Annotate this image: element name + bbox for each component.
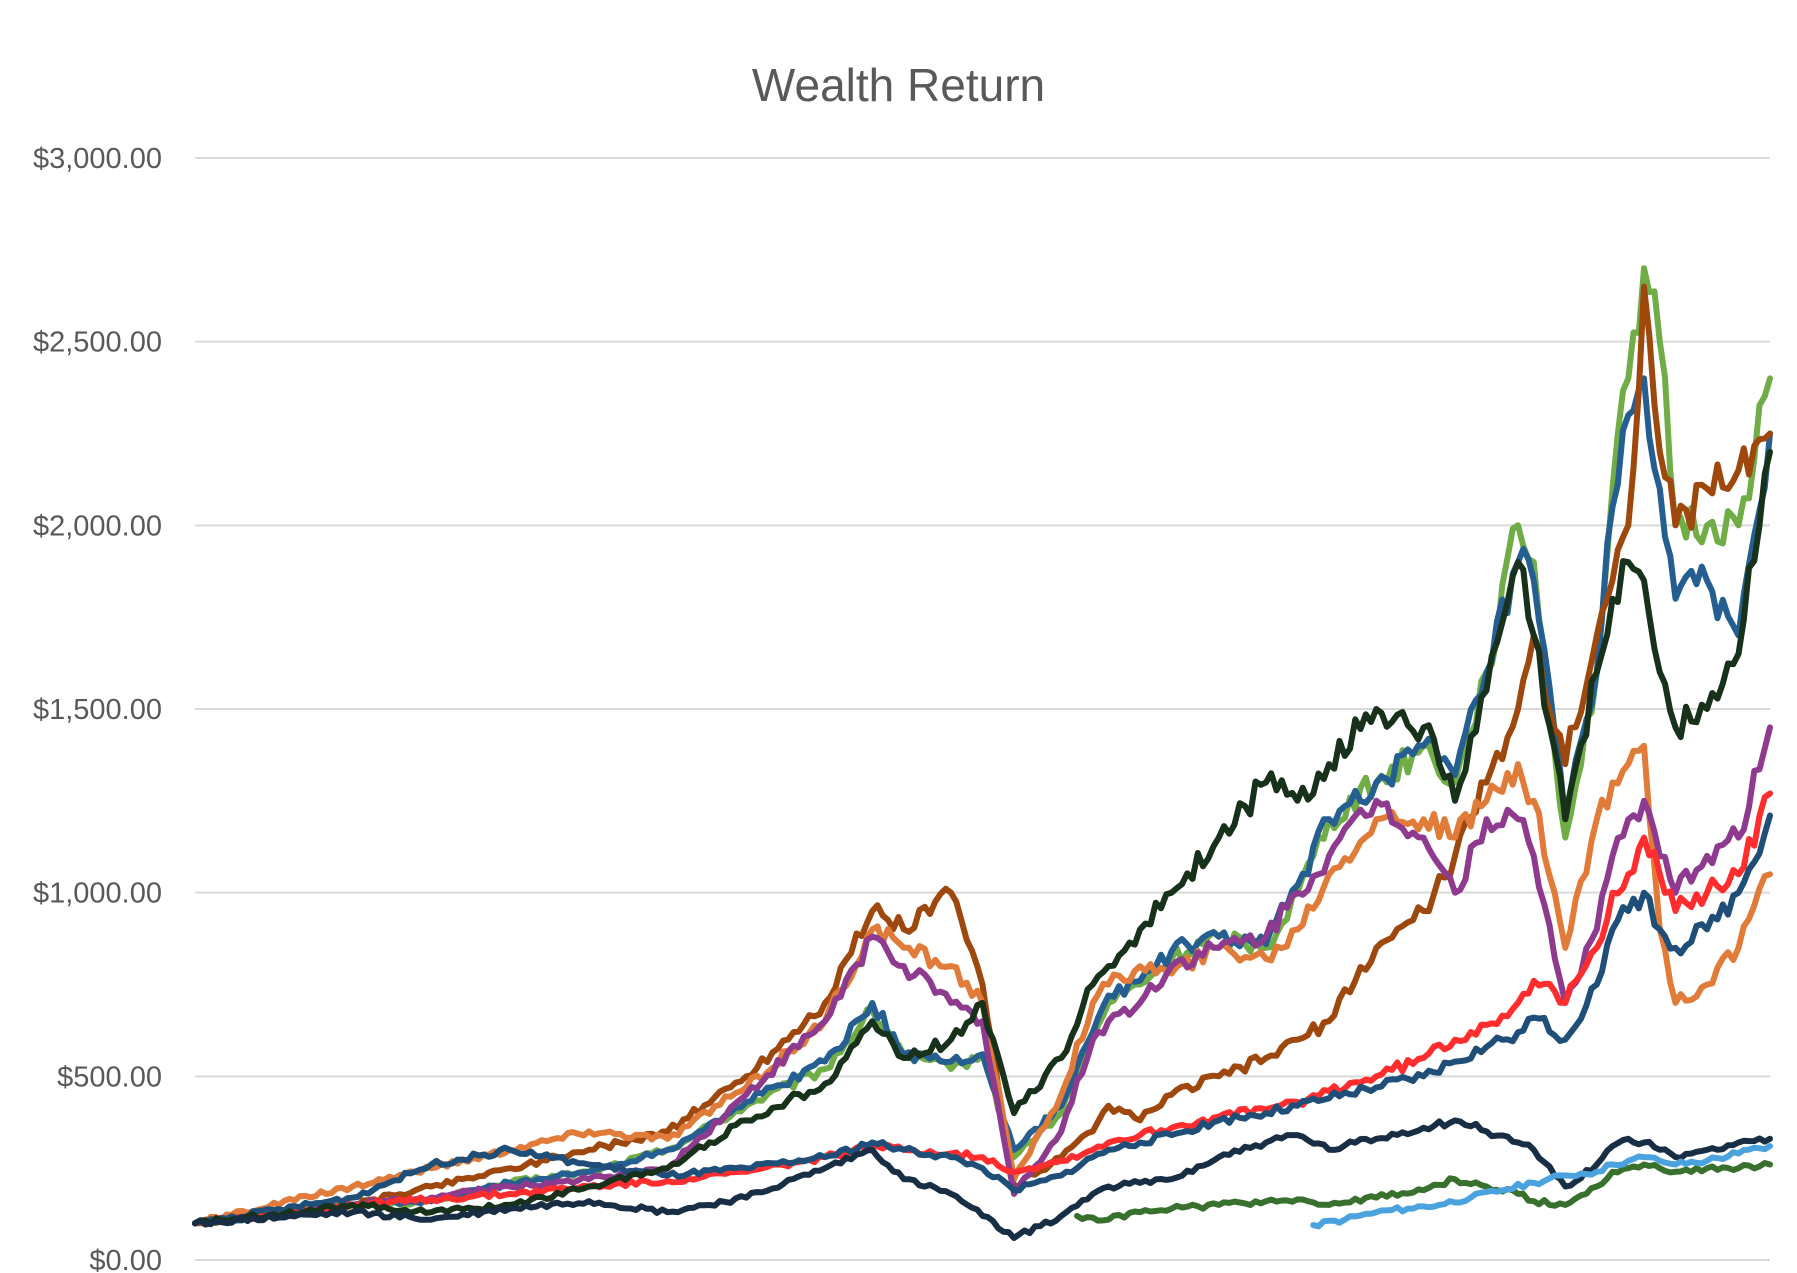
- series-line-10: [1074, 1160, 1773, 1224]
- y-tick-label: $1,000.00: [33, 878, 162, 910]
- y-axis-tick-labels: $0.00 $500.00 $1,000.00 $1,500.00 $2,000.00 $…: [33, 143, 162, 1273]
- y-tick-label: $1,500.00: [33, 694, 162, 726]
- series-line-7: [192, 812, 1773, 1227]
- y-tick-label: $2,500.00: [33, 327, 162, 359]
- series-line-1: [192, 265, 1773, 1227]
- series-line-5: [192, 724, 1773, 1227]
- chart-title: Wealth Return: [751, 59, 1046, 111]
- series-line-9: [192, 1117, 1773, 1241]
- y-tick-label: $0.00: [89, 1245, 162, 1273]
- series-line-3: [192, 283, 1773, 1227]
- y-tick-label: $2,000.00: [33, 510, 162, 542]
- series-line-6: [192, 790, 1773, 1228]
- series-line-8: [192, 448, 1773, 1228]
- series-line-11: [1310, 1143, 1773, 1230]
- y-tick-label: $3,000.00: [33, 143, 162, 175]
- series-lines: [192, 265, 1773, 1241]
- y-tick-label: $500.00: [57, 1061, 162, 1093]
- gridlines: [195, 157, 1770, 1261]
